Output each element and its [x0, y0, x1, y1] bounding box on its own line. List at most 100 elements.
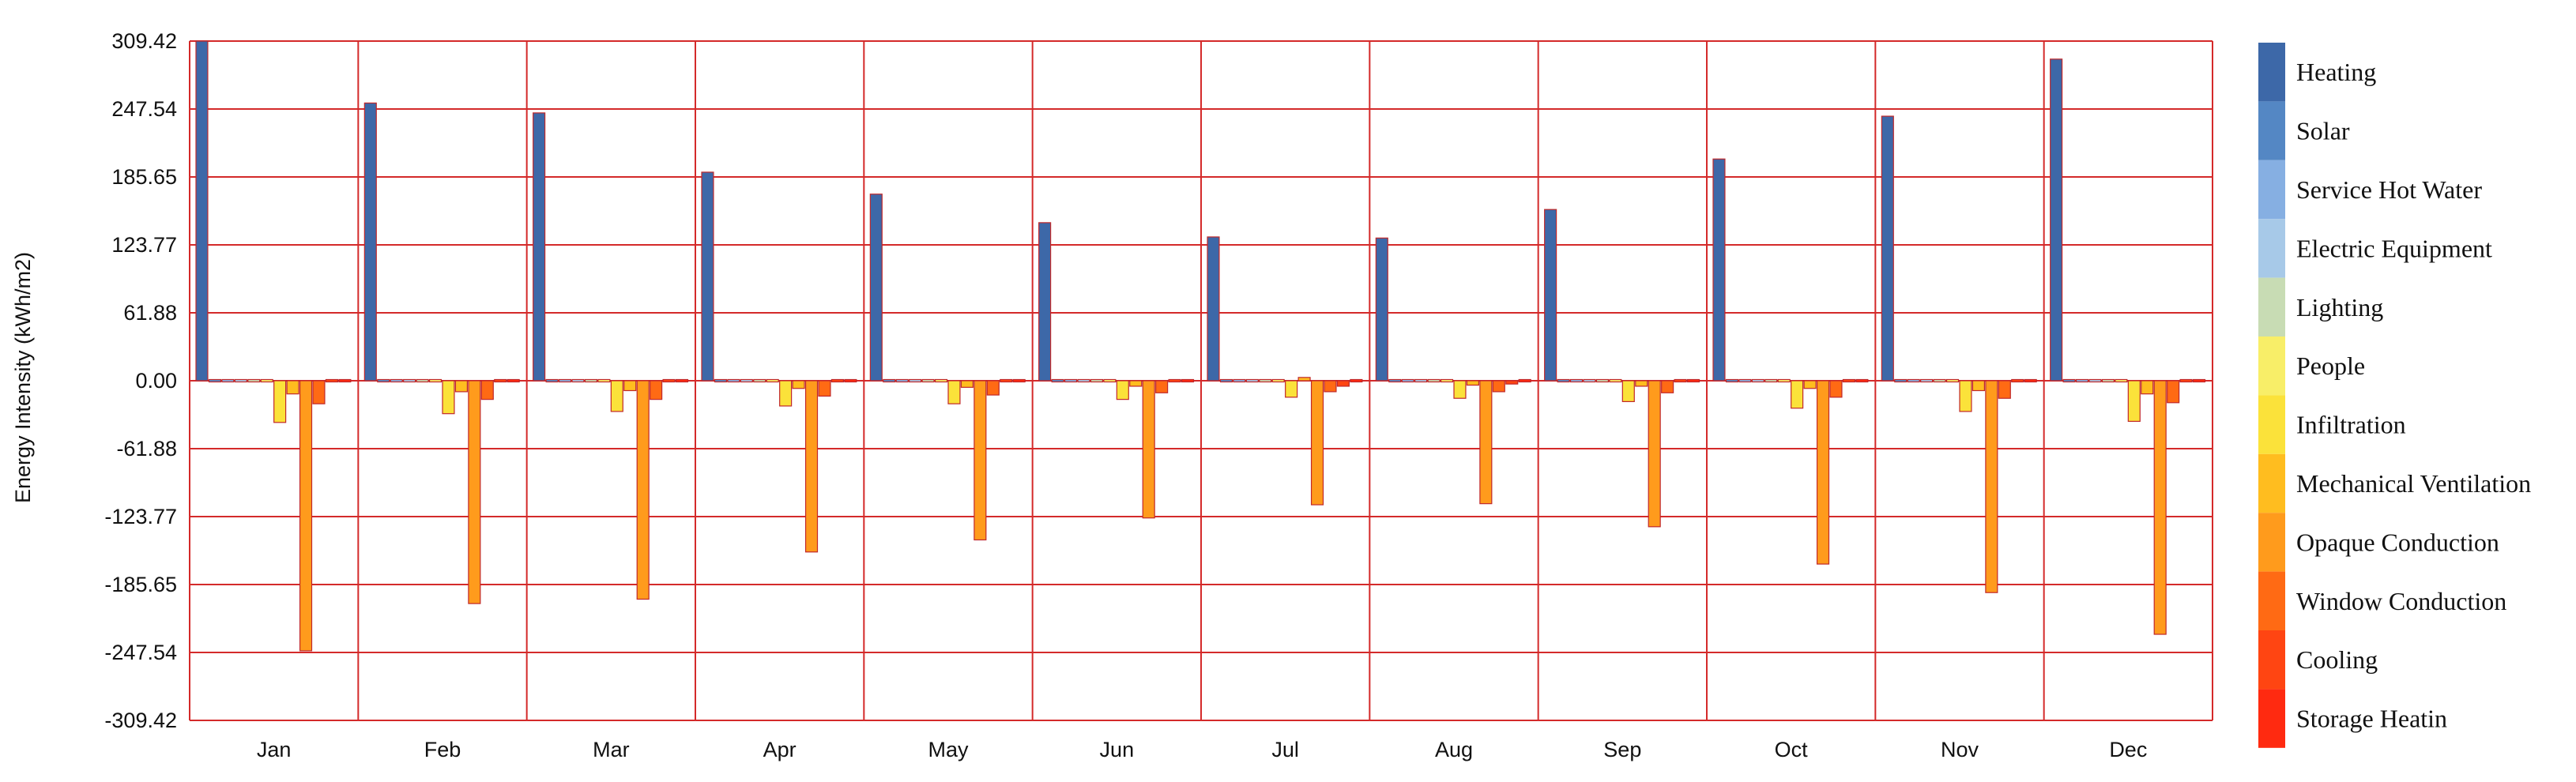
legend-label: Heating: [2296, 58, 2376, 86]
bar: [830, 378, 844, 383]
bar: [1920, 378, 1934, 383]
bar: [2192, 378, 2206, 383]
legend-label: People: [2296, 352, 2365, 380]
legend-swatch: [2258, 689, 2285, 748]
bar: [909, 378, 922, 383]
bar: [442, 380, 455, 415]
bar: [701, 171, 714, 382]
bar: [675, 378, 689, 383]
bar: [2024, 378, 2037, 383]
bar: [650, 380, 663, 400]
bar: [1245, 378, 1259, 383]
bar: [1000, 378, 1013, 383]
bar: [1012, 378, 1026, 383]
bar: [558, 378, 572, 383]
bar: [1271, 378, 1285, 383]
x-tick-label: Sep: [1603, 738, 1641, 761]
bar: [727, 378, 740, 383]
bar: [1816, 380, 1830, 565]
bar: [1648, 380, 1661, 528]
x-tick-label: Feb: [424, 738, 461, 761]
legend-label: Service Hot Water: [2296, 175, 2482, 204]
bar: [1595, 378, 1609, 383]
bar: [818, 380, 831, 397]
bar: [1310, 380, 1324, 506]
legend-label: Electric Equipment: [2296, 234, 2492, 262]
bar: [1635, 380, 1648, 387]
bar: [844, 378, 857, 383]
legend-swatch: [2258, 571, 2285, 630]
bar: [1479, 380, 1493, 505]
bar: [2179, 378, 2193, 383]
bar: [947, 380, 961, 404]
legend-swatch: [2258, 513, 2285, 572]
bar: [533, 112, 546, 382]
bar: [1285, 380, 1298, 398]
bar: [1842, 378, 1855, 383]
bar: [312, 380, 326, 404]
bar: [325, 378, 338, 383]
bar: [363, 102, 377, 382]
bar: [1791, 380, 1804, 409]
y-axis-label: Energy Intensity (kWh/m2): [11, 252, 35, 503]
bar: [1674, 378, 1687, 383]
bar: [1621, 380, 1635, 403]
bar: [753, 378, 766, 383]
bar: [883, 378, 896, 383]
bar: [1881, 115, 1894, 382]
bar: [1569, 378, 1584, 383]
legend-label: Storage Heatin: [2296, 705, 2447, 733]
legend-swatch: [2258, 219, 2285, 278]
bar: [1090, 378, 1103, 383]
bar: [2153, 380, 2167, 635]
grid: [189, 40, 2213, 721]
bar: [1803, 380, 1817, 389]
bar: [234, 378, 247, 383]
bar: [221, 378, 235, 383]
bar: [1207, 236, 1220, 382]
bar: [1725, 378, 1738, 383]
x-tick-label: Jan: [257, 738, 292, 761]
bar: [1181, 378, 1195, 383]
bar: [1518, 378, 1531, 383]
x-tick-label: Aug: [1435, 738, 1473, 761]
bar: [1764, 378, 1778, 383]
legend-label: Lighting: [2296, 293, 2383, 321]
legend-swatch: [2258, 395, 2285, 454]
bar: [1557, 378, 1570, 383]
bar: [895, 378, 909, 383]
x-tick-label: Nov: [1941, 738, 1979, 761]
bar: [1103, 378, 1117, 383]
y-tick-label: 123.77: [111, 233, 177, 257]
bar: [792, 380, 805, 389]
bar: [403, 378, 416, 383]
legend-swatch: [2258, 101, 2285, 160]
bar: [1712, 158, 1726, 382]
bar: [1686, 378, 1700, 383]
bar: [208, 378, 221, 383]
bar: [1168, 378, 1181, 383]
bar: [1959, 380, 1972, 412]
bar: [286, 380, 299, 395]
bar: [662, 378, 676, 383]
bar: [2141, 380, 2154, 395]
y-tick-label: 247.54: [111, 97, 177, 121]
bar: [779, 380, 793, 407]
bar: [2011, 378, 2024, 383]
bar: [610, 380, 623, 412]
y-tick-label: 185.65: [111, 165, 177, 189]
bar: [1116, 380, 1129, 400]
legend-label: Infiltration: [2296, 411, 2406, 439]
legend-swatch: [2258, 336, 2285, 396]
bar: [1609, 378, 1622, 383]
y-tick-label: 0.00: [135, 369, 177, 393]
legend-label: Cooling: [2296, 645, 2378, 674]
bar: [428, 378, 443, 383]
bar: [1829, 380, 1843, 398]
bar: [1855, 378, 1869, 383]
legend-swatch: [2258, 160, 2285, 220]
bar: [2050, 58, 2063, 382]
bar: [1129, 380, 1143, 387]
y-tick-label: -123.77: [104, 505, 177, 528]
y-tick-label: -185.65: [104, 573, 177, 596]
